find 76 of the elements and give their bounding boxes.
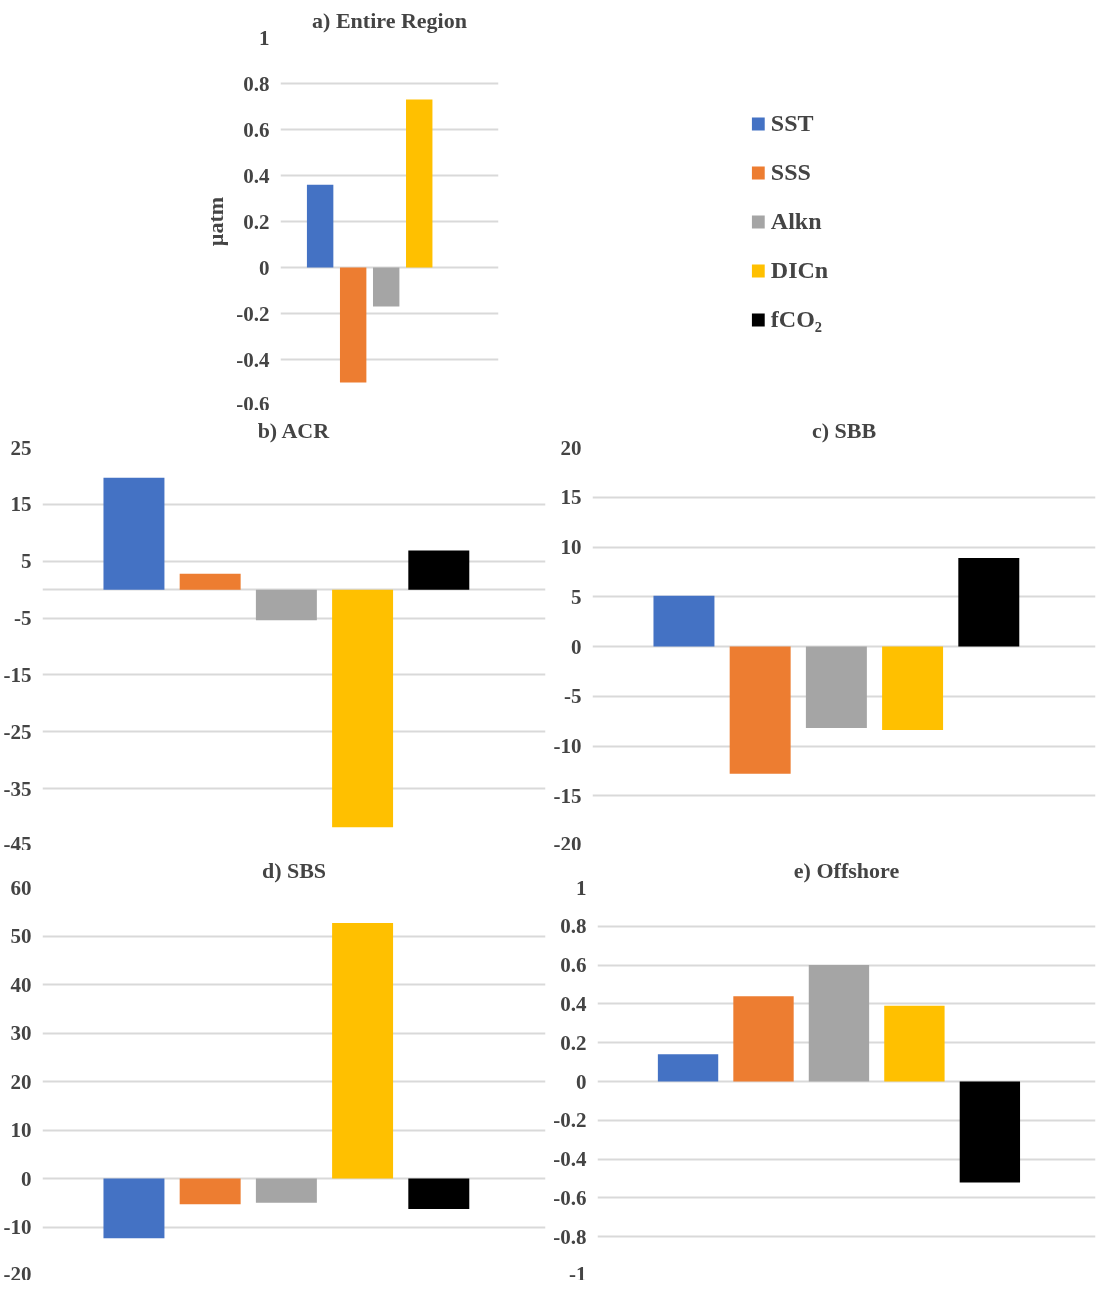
bar — [332, 589, 394, 828]
y-axis-title: µatm — [203, 196, 229, 247]
legend-label: fCO₂ — [770, 305, 823, 333]
y-tick-label: -0.4 — [553, 1147, 587, 1172]
bar — [805, 646, 867, 729]
y-tick-label: 0 — [21, 1166, 32, 1191]
y-tick-label: -25 — [3, 719, 32, 744]
y-tick-label: -35 — [3, 776, 32, 801]
bar — [255, 589, 317, 621]
legend-label: SST — [770, 109, 814, 137]
y-tick-label: 0.8 — [560, 914, 587, 939]
bar — [339, 267, 367, 383]
y-tick-label: 15 — [10, 492, 32, 517]
chart-title: b) ACR — [257, 417, 331, 443]
y-tick-label: 0.2 — [243, 209, 270, 234]
bar — [372, 267, 400, 307]
y-tick-label: -0.2 — [236, 301, 270, 326]
bar — [653, 595, 715, 647]
bar — [408, 550, 470, 590]
y-tick-label: 1 — [576, 875, 587, 900]
bar — [179, 573, 241, 590]
y-tick-label: 50 — [10, 924, 32, 948]
y-tick-label: 15 — [560, 485, 582, 510]
y-tick-label: -10 — [3, 1215, 32, 1239]
y-tick-label: 0.8 — [243, 71, 270, 96]
y-tick-label: -1 — [569, 1261, 587, 1286]
y-tick-label: 0.2 — [560, 1030, 587, 1055]
chart-title: d) SBS — [261, 857, 327, 883]
y-tick-label: 0.4 — [243, 163, 270, 188]
y-tick-label: 0.6 — [243, 117, 270, 142]
y-tick-label: 10 — [10, 1118, 32, 1142]
y-tick-label: 20 — [10, 1069, 32, 1094]
y-tick-label: -0.6 — [553, 1185, 587, 1210]
y-tick-label: -45 — [3, 831, 32, 856]
y-tick-label: 0.6 — [560, 953, 587, 978]
bar — [884, 1005, 945, 1082]
y-tick-label: 5 — [571, 584, 582, 609]
y-tick-label: 0.4 — [560, 991, 587, 1016]
y-tick-label: -20 — [3, 1261, 32, 1286]
y-tick-label: 30 — [10, 1021, 32, 1045]
y-tick-label: 1 — [259, 25, 270, 50]
bar — [808, 965, 870, 1082]
y-tick-label: -0.4 — [236, 347, 270, 372]
y-tick-label: 40 — [10, 972, 32, 997]
bar — [406, 99, 433, 268]
y-tick-label: 0 — [259, 255, 270, 280]
y-tick-label: 60 — [10, 875, 32, 900]
y-tick-label: 0 — [576, 1069, 587, 1094]
y-tick-label: -15 — [553, 783, 582, 808]
y-tick-label: -15 — [3, 662, 32, 687]
bar — [729, 646, 791, 774]
bar — [959, 1081, 1021, 1183]
y-tick-label: 25 — [10, 435, 32, 460]
y-tick-label: -0.8 — [553, 1224, 587, 1249]
legend-label: Alkn — [770, 207, 822, 235]
y-tick-label: 0 — [571, 634, 582, 659]
y-tick-label: 5 — [21, 549, 32, 574]
bar — [733, 996, 794, 1082]
y-tick-label: -0.6 — [236, 391, 270, 416]
y-tick-label: -10 — [553, 734, 582, 758]
chart-title: a) Entire Region — [312, 7, 467, 33]
legend-label: SSS — [770, 158, 811, 186]
y-tick-label: -5 — [14, 606, 32, 631]
chart-title: e) Offshore — [793, 857, 900, 883]
bar — [958, 557, 1020, 647]
bar — [103, 477, 165, 590]
y-tick-label: -0.2 — [553, 1108, 587, 1133]
bar — [882, 646, 944, 731]
chart-title: c) SBB — [811, 417, 877, 443]
y-tick-label: -5 — [564, 684, 582, 709]
y-tick-label: 10 — [560, 535, 582, 559]
legend-label: DICn — [770, 256, 829, 284]
bar — [306, 184, 334, 268]
y-tick-label: 20 — [560, 435, 582, 460]
bar — [657, 1054, 719, 1082]
y-tick-label: -20 — [553, 831, 582, 856]
